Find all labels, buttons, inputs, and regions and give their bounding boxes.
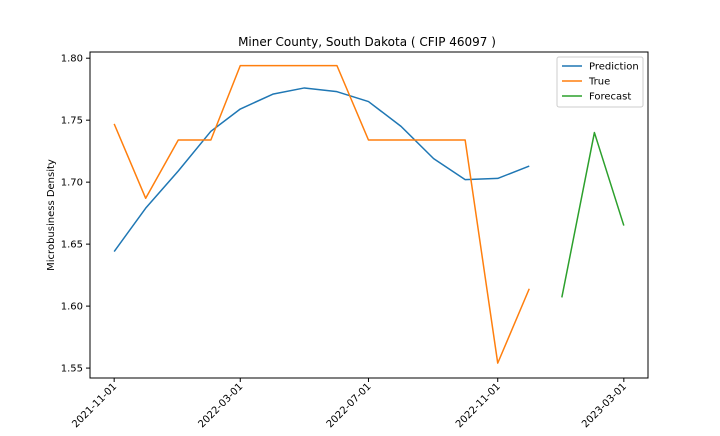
axis-ticks: 1.55 1.60 1.65 1.70 1.75 1.80 2021-11-01 2022-0… — [61, 54, 629, 431]
series-line-prediction — [114, 88, 529, 252]
x-tick-label: 2021-11-01 — [70, 381, 119, 430]
x-tick-label: 2023-03-01 — [580, 381, 629, 430]
y-tick-label: 1.65 — [61, 240, 83, 251]
y-tick-label: 1.70 — [61, 178, 83, 189]
legend-label-forecast: Forecast — [589, 92, 631, 103]
x-tick-label: 2022-07-01 — [325, 381, 374, 430]
y-axis-label: Microbusiness Density — [46, 159, 57, 271]
y-tick-label: 1.55 — [61, 364, 83, 375]
series-line-forecast — [562, 133, 624, 298]
x-tick-label: 2022-11-01 — [454, 381, 503, 430]
chart-title: Miner County, South Dakota ( CFIP 46097 … — [238, 35, 496, 49]
y-tick-label: 1.75 — [61, 116, 83, 127]
plot-area — [114, 66, 624, 364]
legend: Prediction True Forecast — [557, 57, 643, 107]
legend-label-prediction: Prediction — [589, 62, 639, 73]
x-tick-label: 2022-03-01 — [197, 381, 246, 430]
y-tick-label: 1.80 — [61, 54, 83, 65]
series-line-true — [114, 66, 529, 364]
legend-label-true: True — [588, 77, 610, 88]
y-tick-label: 1.60 — [61, 302, 83, 313]
